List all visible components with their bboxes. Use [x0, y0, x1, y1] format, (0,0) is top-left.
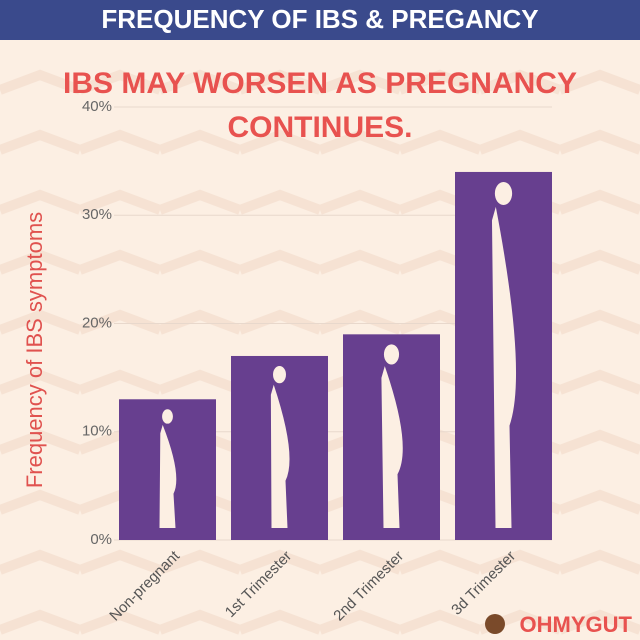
brand: OHMYGUT: [520, 612, 633, 637]
silhouette-body: [381, 366, 403, 528]
silhouette-body: [270, 384, 290, 528]
y-tick-label: 40%: [82, 98, 112, 115]
silhouette-head: [383, 344, 400, 365]
silhouette-head: [162, 409, 173, 424]
chart-title: FREQUENCY OF IBS & PREGANCY: [101, 4, 538, 34]
y-tick-label: 0%: [90, 531, 112, 548]
silhouette-head: [273, 365, 286, 384]
y-tick-label: 20%: [82, 314, 112, 331]
silhouette-body: [159, 424, 177, 528]
brand-icon: [485, 614, 505, 634]
silhouette-body: [491, 206, 517, 528]
silhouette-head: [494, 181, 513, 205]
y-tick-label: 30%: [82, 206, 112, 223]
y-axis-label: Frequency of IBS symptoms: [22, 212, 47, 488]
y-tick-label: 10%: [82, 423, 112, 440]
chart-subtitle: IBS MAY WORSEN AS PREGNANCY CONTINUES.: [63, 67, 577, 144]
header-bar: [0, 0, 640, 40]
